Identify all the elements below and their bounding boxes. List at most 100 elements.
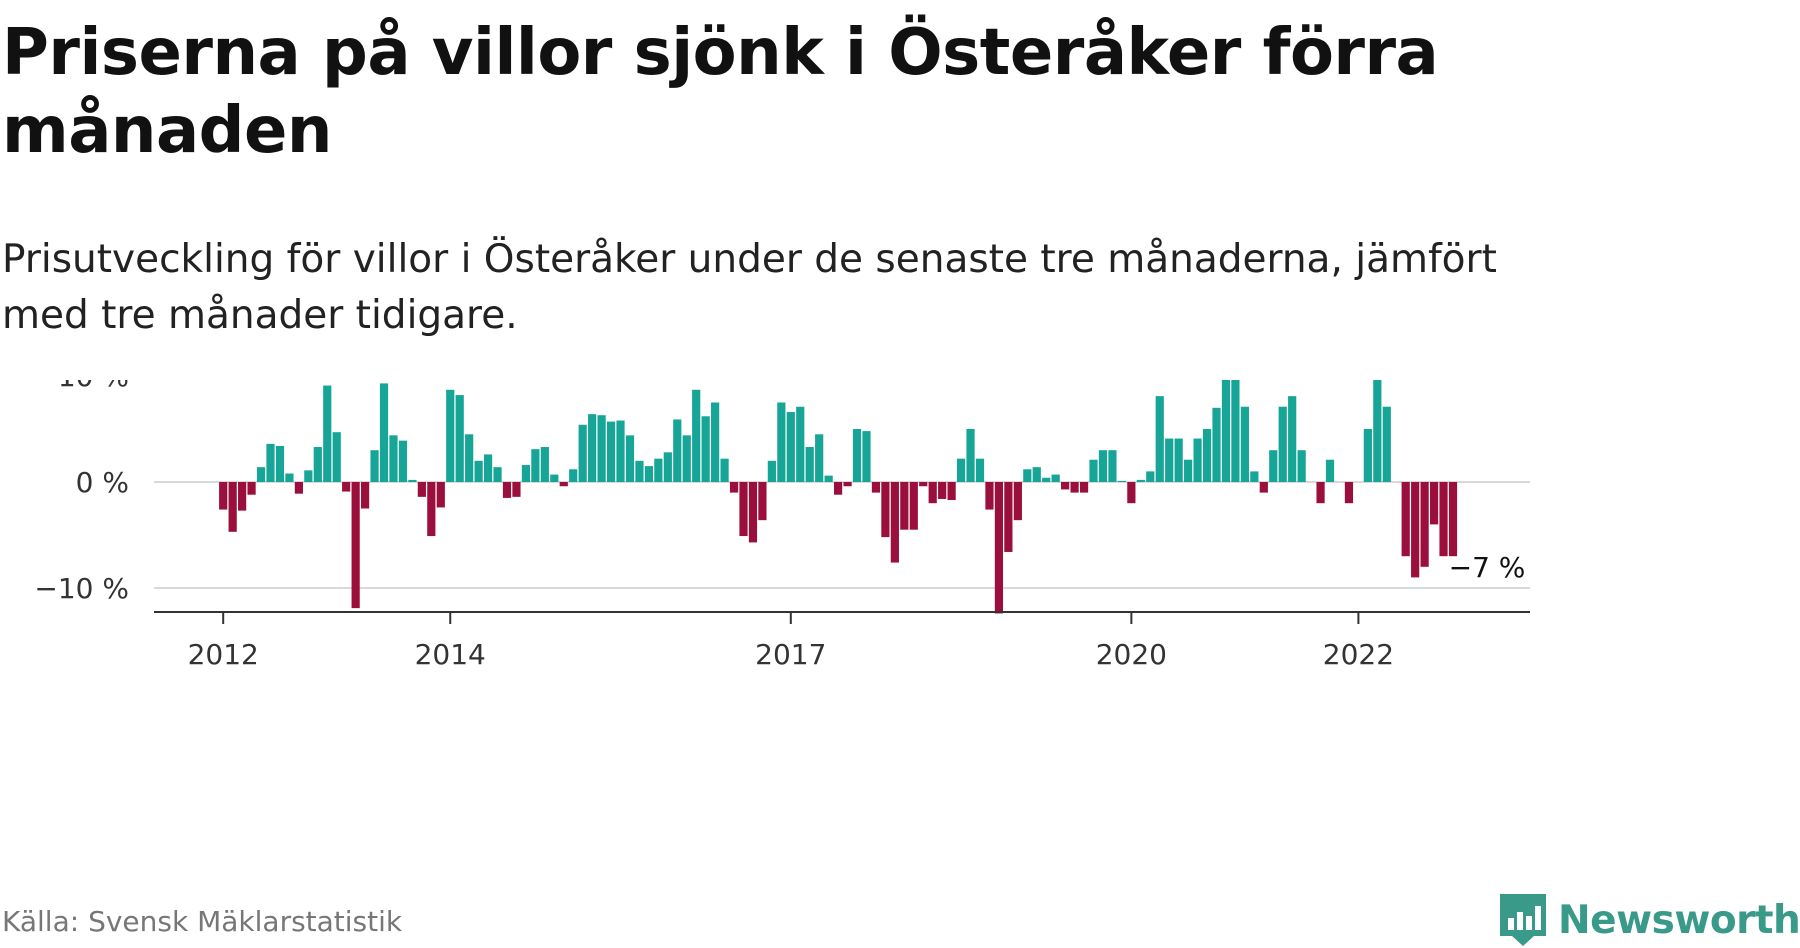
bar (313, 447, 322, 482)
bar (805, 447, 814, 482)
bar (474, 460, 483, 482)
bar (465, 434, 474, 482)
bar (1297, 450, 1306, 482)
bar (455, 395, 464, 482)
bar (323, 385, 332, 482)
bar (1004, 482, 1013, 552)
bar (493, 467, 502, 482)
bar (1061, 482, 1070, 490)
chart-title: Priserna på villor sjönk i Österåker för… (2, 16, 1439, 168)
bar (578, 424, 587, 482)
bar (928, 482, 937, 504)
bar (1420, 482, 1429, 567)
bar (1079, 482, 1089, 493)
bar (796, 406, 805, 482)
bar (550, 474, 559, 482)
bar (635, 460, 644, 482)
bar (815, 434, 824, 482)
bar (1448, 482, 1458, 557)
bar (1174, 438, 1183, 482)
bar (644, 466, 653, 482)
x-tick-label: 2012 (188, 638, 259, 671)
y-axis-tick-labels: 10 % 0 % −10 % (34, 380, 129, 605)
bar (256, 467, 266, 482)
bar (956, 458, 966, 482)
bar (834, 482, 843, 495)
bar (427, 482, 436, 537)
bar (446, 389, 455, 482)
bar (540, 447, 549, 482)
bar (436, 482, 445, 508)
bar (304, 470, 313, 482)
bar (1165, 438, 1174, 482)
bar (559, 482, 568, 487)
bar (909, 482, 918, 530)
bar-chart: 10 % 0 % −10 % 2012 2014 2017 2020 2022 −7 % (34, 380, 1530, 671)
x-tick-label: 2014 (415, 638, 486, 671)
bar (483, 454, 493, 482)
bar (777, 402, 786, 482)
bar (569, 469, 578, 482)
bar (625, 435, 635, 482)
bar (975, 458, 985, 482)
bar (1089, 459, 1098, 482)
bar (1250, 471, 1259, 482)
bar (1023, 469, 1032, 482)
bar (616, 420, 625, 482)
bar (294, 482, 303, 494)
bar (597, 415, 606, 482)
y-tick-label: 0 % (76, 466, 129, 499)
bar (1344, 482, 1354, 504)
bar (852, 429, 862, 482)
bar (521, 465, 531, 482)
bar (1401, 482, 1410, 557)
bar (247, 482, 256, 495)
bar (881, 482, 890, 538)
newsworthy-logo-icon (1500, 894, 1546, 946)
bar (1127, 482, 1136, 504)
bar (862, 431, 871, 482)
bar (692, 389, 701, 482)
bar (938, 482, 947, 499)
bar (332, 432, 341, 482)
bar (408, 479, 417, 482)
y-tick-label: −10 % (34, 572, 129, 605)
bar (985, 482, 994, 510)
bar (361, 482, 370, 509)
bar (701, 416, 710, 482)
bar (1117, 480, 1126, 482)
bar (1042, 477, 1051, 482)
bar (588, 414, 597, 482)
bar (1098, 450, 1108, 482)
last-value-label: −7 % (1449, 551, 1526, 584)
bar (1373, 380, 1382, 482)
bar (673, 419, 682, 482)
bar (871, 482, 881, 493)
bar (266, 443, 275, 482)
bars (219, 380, 1458, 614)
source-note: Källa: Svensk Mäklarstatistik (2, 905, 403, 938)
bar (711, 402, 720, 482)
bar (663, 452, 672, 482)
bar (1070, 482, 1079, 493)
x-axis: 2012 2014 2017 2020 2022 (154, 611, 1530, 671)
bar (1108, 450, 1117, 482)
bar (843, 482, 852, 487)
newsworthy-brand: Newsworthy (1498, 892, 1800, 948)
bar (682, 435, 691, 482)
bar (758, 482, 767, 521)
bar (379, 383, 389, 482)
bar (1146, 471, 1155, 482)
bar (389, 435, 398, 482)
bar (398, 440, 408, 482)
bar (1155, 396, 1164, 482)
bar (1032, 467, 1041, 482)
bar (502, 482, 512, 498)
y-tick-label: 10 % (58, 380, 129, 393)
bar (1193, 438, 1202, 482)
bar (748, 482, 758, 543)
x-tick-label: 2022 (1323, 638, 1394, 671)
bar (1212, 407, 1221, 482)
bar (1316, 482, 1325, 504)
bar (1288, 396, 1297, 482)
